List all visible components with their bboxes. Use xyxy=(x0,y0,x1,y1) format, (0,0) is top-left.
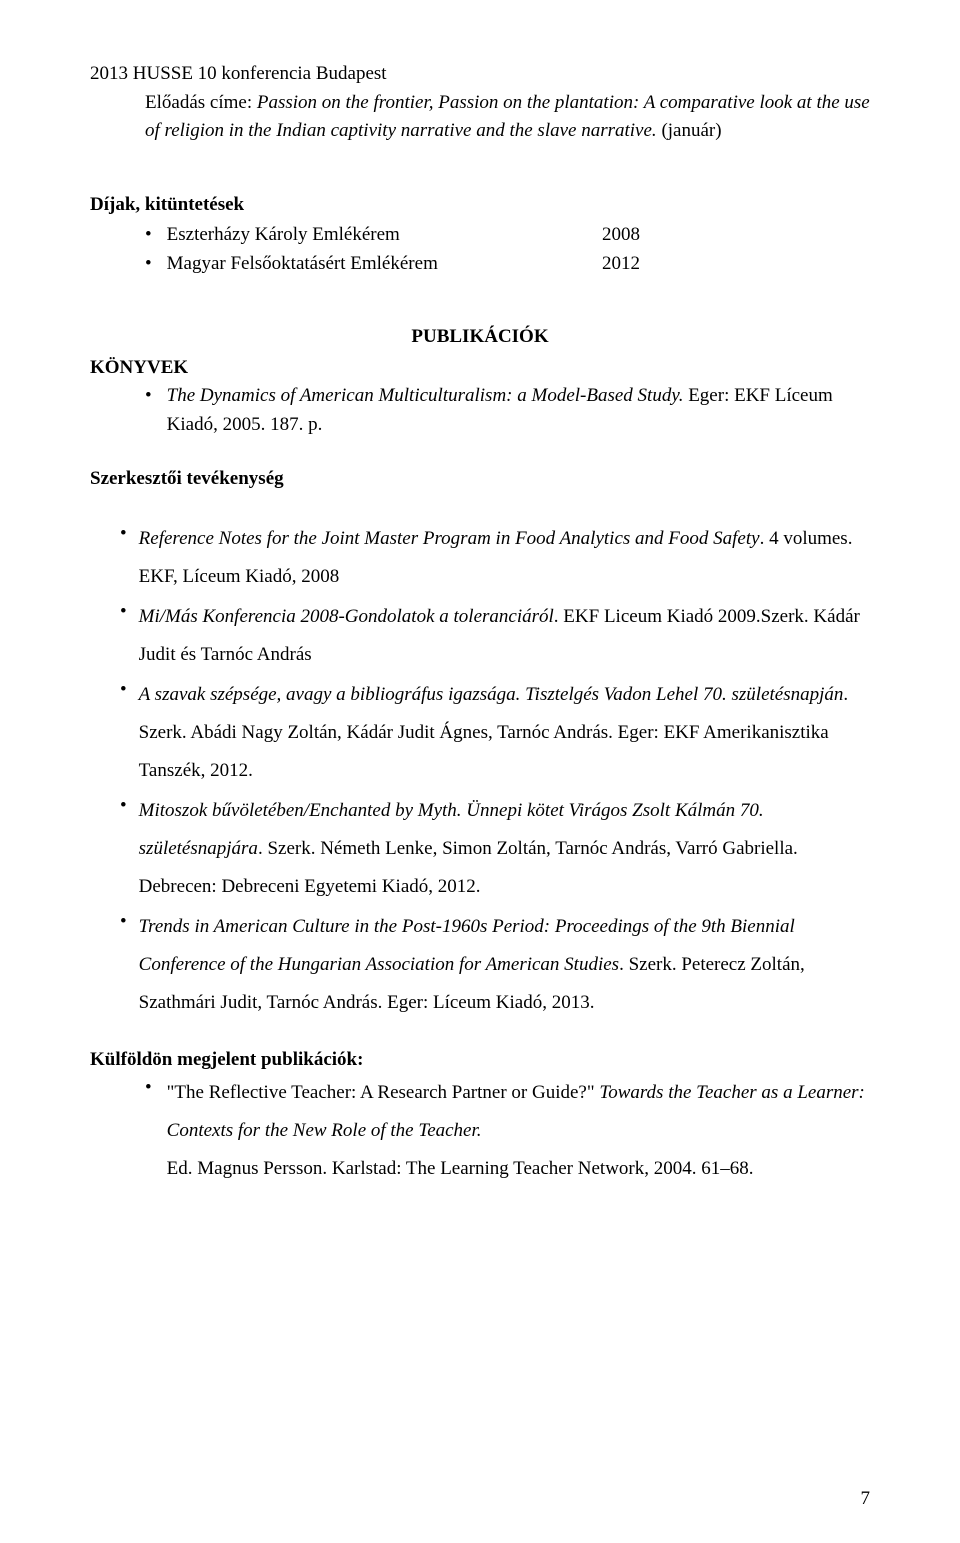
foreign-text: "The Reflective Teacher: A Research Part… xyxy=(167,1074,870,1188)
reference-text: Reference Notes for the Joint Master Pro… xyxy=(139,520,870,596)
ref-title: Mi/Más Konferencia 2008-Gondolatok a tol… xyxy=(139,606,554,627)
header-line2a: Előadás címe: xyxy=(145,92,257,113)
ref-title: Reference Notes for the Joint Master Pro… xyxy=(139,528,760,549)
foreign-item: • "The Reflective Teacher: A Research Pa… xyxy=(145,1074,870,1188)
bullet-icon: • xyxy=(145,221,152,250)
book-text: The Dynamics of American Multiculturalis… xyxy=(167,382,870,439)
award-label-wrap: • Magyar Felsőoktatásért Emlékérem xyxy=(145,250,438,279)
reference-item: • Mi/Más Konferencia 2008-Gondolatok a to… xyxy=(120,598,870,674)
foreign-line2: Ed. Magnus Persson. Karlstad: The Learni… xyxy=(167,1158,754,1179)
header-line2: Előadás címe: Passion on the frontier, P… xyxy=(145,89,870,146)
award-label-wrap: • Eszterházy Károly Emlékérem xyxy=(145,221,400,250)
award-label: Magyar Felsőoktatásért Emlékérem xyxy=(167,250,438,279)
awards-list: • Eszterházy Károly Emlékérem 2008 • Mag… xyxy=(90,221,870,278)
reference-item: • A szavak szépsége, avagy a bibliográfus… xyxy=(120,676,870,790)
award-year: 2012 xyxy=(602,250,870,279)
reference-text: Mitoszok bűvöletében/Enchanted by Myth. … xyxy=(139,792,870,906)
conference-header: 2013 HUSSE 10 konferencia Budapest Előad… xyxy=(90,60,870,146)
awards-heading: Díjak, kitüntetések xyxy=(90,191,870,220)
reference-text: Trends in American Culture in the Post-1… xyxy=(139,908,870,1022)
foreign-prefix: "The Reflective Teacher: A Research Part… xyxy=(167,1082,600,1103)
references-list: • Reference Notes for the Joint Master Pr… xyxy=(120,520,870,1022)
bullet-icon: • xyxy=(145,382,152,439)
book-item: • The Dynamics of American Multicultural… xyxy=(145,382,870,439)
publications-heading: PUBLIKÁCIÓK xyxy=(90,323,870,352)
header-line1: 2013 HUSSE 10 konferencia Budapest xyxy=(90,60,870,89)
bullet-icon: • xyxy=(120,520,127,596)
reference-item: • Reference Notes for the Joint Master Pr… xyxy=(120,520,870,596)
header-line3: (január) xyxy=(657,120,722,141)
page-number: 7 xyxy=(861,1485,871,1514)
award-year: 2008 xyxy=(602,221,870,250)
award-label: Eszterházy Károly Emlékérem xyxy=(167,221,400,250)
bullet-icon: • xyxy=(120,598,127,674)
bullet-icon: • xyxy=(145,250,152,279)
foreign-pub-heading: Külföldön megjelent publikációk: xyxy=(90,1046,870,1075)
award-row: • Eszterházy Károly Emlékérem 2008 xyxy=(145,221,870,250)
bullet-icon: • xyxy=(120,676,127,790)
reference-text: Mi/Más Konferencia 2008-Gondolatok a tol… xyxy=(139,598,870,674)
reference-item: •Mitoszok bűvöletében/Enchanted by Myth.… xyxy=(120,792,870,906)
ref-title: A szavak szépsége, avagy a bibliográfus … xyxy=(139,684,844,705)
reference-item: •Trends in American Culture in the Post-… xyxy=(120,908,870,1022)
bullet-icon: • xyxy=(120,908,127,1022)
book-title: The Dynamics of American Multiculturalis… xyxy=(167,385,684,406)
bullet-icon: • xyxy=(145,1074,152,1188)
reference-text: A szavak szépsége, avagy a bibliográfus … xyxy=(139,676,870,790)
editorial-heading: Szerkesztői tevékenység xyxy=(90,465,870,494)
bullet-icon: • xyxy=(120,792,127,906)
award-row: • Magyar Felsőoktatásért Emlékérem 2012 xyxy=(145,250,870,279)
books-heading: KÖNYVEK xyxy=(90,354,870,383)
